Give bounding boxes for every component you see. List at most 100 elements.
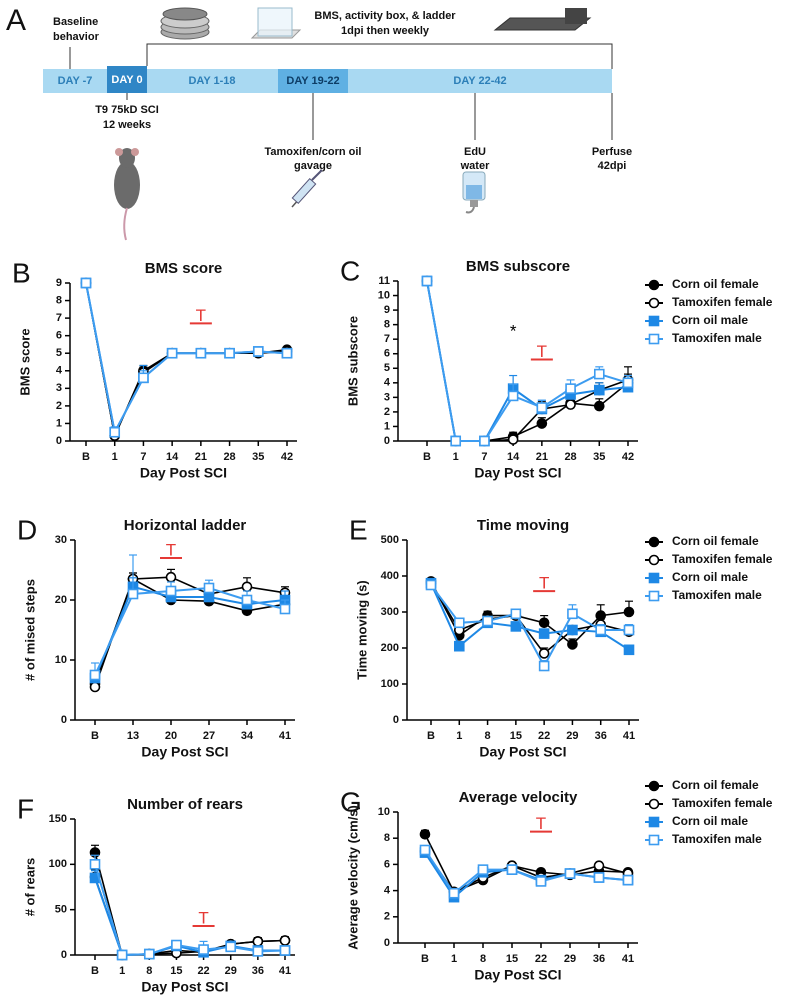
y-tick-label: 6 <box>384 858 390 870</box>
x-tick-label: 14 <box>507 451 520 463</box>
x-tick-label: 29 <box>225 965 237 977</box>
y-tick-label: 6 <box>384 348 390 360</box>
data-point <box>565 383 576 394</box>
y-tick-label: 200 <box>381 642 399 654</box>
y-tick-label: 8 <box>384 319 390 331</box>
x-tick-label: 22 <box>535 953 547 965</box>
series-line <box>426 280 629 442</box>
chart: C BMS subscore 0 1 2 3 4 5 6 7 8 9 10 11 B 1 7 14 21 28 35 42… <box>340 255 773 480</box>
series-line <box>426 280 629 442</box>
chart-title: Number of rears <box>127 796 243 813</box>
legend-label: Tamoxifen male <box>672 588 762 602</box>
series-line <box>85 282 288 439</box>
x-axis-label: Day Post SCI <box>140 465 227 481</box>
y-tick-label: 1 <box>56 417 62 429</box>
legend-entry: Corn oil male <box>645 814 748 828</box>
x-tick-label: 15 <box>506 953 518 965</box>
data-point <box>567 624 578 636</box>
data-point <box>538 648 550 659</box>
x-tick-label: 35 <box>593 451 605 463</box>
note: behavior <box>53 31 100 43</box>
data-point <box>622 874 634 886</box>
x-tick-label: 1 <box>453 451 459 463</box>
y-tick-label: 9 <box>384 304 390 316</box>
data-point <box>195 347 207 359</box>
x-axis-label: Day Post SCI <box>479 744 566 760</box>
legend-label: Tamoxifen male <box>672 832 762 846</box>
data-point <box>507 390 519 402</box>
series-line <box>94 576 286 688</box>
error-bar <box>129 554 137 594</box>
x-tick-label: 36 <box>252 965 264 977</box>
y-tick-label: 2 <box>56 400 62 412</box>
x-tick-label: 28 <box>564 451 576 463</box>
x-tick-label: 8 <box>485 730 491 742</box>
data-point <box>225 941 237 953</box>
data-point <box>593 384 605 396</box>
y-tick-label: 2 <box>384 911 390 923</box>
chart-title: Horizontal ladder <box>124 517 247 534</box>
connectors <box>69 43 613 140</box>
x-tick-label: 13 <box>127 730 139 742</box>
y-tick-label: 30 <box>55 534 67 546</box>
y-tick-label: 100 <box>49 858 67 870</box>
x-tick-label: B <box>91 965 99 977</box>
data-point <box>143 948 155 960</box>
data-point <box>564 868 576 879</box>
legend-label: Corn oil female <box>672 534 759 548</box>
data-point <box>450 435 462 447</box>
y-axis-label: BMS score <box>17 328 32 395</box>
data-point <box>252 346 264 357</box>
y-axis-label: Average velocity (cm/s) <box>345 805 360 950</box>
data-point <box>510 621 522 632</box>
data-point <box>593 872 605 883</box>
annotation: T <box>198 908 208 927</box>
legend-marker <box>648 590 660 602</box>
note: 1dpi then weekly <box>341 25 430 37</box>
chart-title: Average velocity <box>459 789 578 806</box>
panel-label: G <box>340 786 362 817</box>
annotation: T <box>196 306 206 325</box>
x-tick-label: 7 <box>481 451 487 463</box>
data-point <box>166 347 178 359</box>
note: water <box>460 160 490 172</box>
legend-label: Tamoxifen female <box>672 295 773 309</box>
legend-entry: Corn oil female <box>645 534 759 548</box>
panel-label: E <box>349 514 368 545</box>
data-point <box>138 372 149 384</box>
x-tick-label: 7 <box>140 451 146 463</box>
y-tick-label: 3 <box>56 382 62 394</box>
legend-label: Corn oil male <box>672 814 748 828</box>
timeline-segment <box>278 69 348 93</box>
panel-label: B <box>12 257 31 288</box>
data-point <box>281 347 293 359</box>
panel-label: D <box>17 514 37 545</box>
x-tick-label: 36 <box>595 730 607 742</box>
x-tick-label: 8 <box>480 953 486 965</box>
y-tick-label: 5 <box>56 347 62 359</box>
note: 12 weeks <box>103 119 151 131</box>
series-line <box>94 585 286 679</box>
y-tick-label: 0 <box>384 435 390 447</box>
y-tick-label: 500 <box>381 534 399 546</box>
segment-label: DAY 1-18 <box>188 75 235 87</box>
y-tick-label: 4 <box>384 885 391 897</box>
x-tick-label: 27 <box>203 730 215 742</box>
segment-label: DAY 0 <box>111 74 142 86</box>
x-tick-label: 14 <box>166 451 179 463</box>
y-tick-label: 0 <box>384 937 390 949</box>
x-tick-label: B <box>421 953 429 965</box>
data-point <box>538 628 550 639</box>
legend-marker <box>648 572 660 584</box>
x-tick-label: 15 <box>510 730 522 742</box>
series-line <box>94 586 286 676</box>
legend-entry: Corn oil male <box>645 313 748 327</box>
dish-icon <box>160 7 210 40</box>
chart: E Time moving 0 100 200 300 400 500 B 1 8 15 22 29 36 4… <box>349 514 773 759</box>
legend-entry: Corn oil female <box>645 277 759 291</box>
data-point <box>80 277 92 289</box>
annotation: T <box>166 540 176 559</box>
note: EdU <box>464 146 486 158</box>
legend-label: Corn oil male <box>672 313 748 327</box>
